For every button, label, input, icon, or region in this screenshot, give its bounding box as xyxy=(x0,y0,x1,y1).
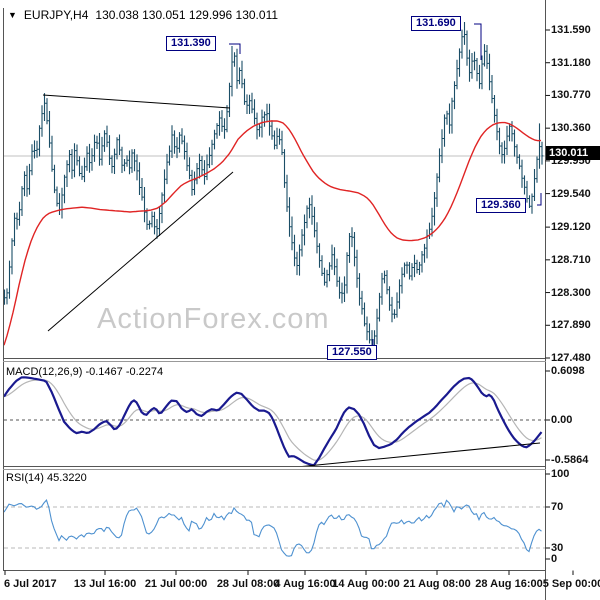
macd-axis-label: -0.5864 xyxy=(551,454,589,466)
date-axis-label: 5 Sep 00:00 xyxy=(542,578,600,590)
trendline[interactable] xyxy=(47,171,234,332)
rsi-axis-label: 100 xyxy=(551,468,570,480)
annotation-connector xyxy=(229,43,241,54)
macd-indicator-label: MACD(12,26,9) -0.1467 -0.2274 xyxy=(6,366,164,378)
price-axis-label: 127.890 xyxy=(551,319,591,332)
watermark: ActionForex.com xyxy=(97,303,330,335)
date-axis-label: 13 Jul 16:00 xyxy=(73,578,137,590)
annotation-connector xyxy=(474,23,482,60)
macd-trendline[interactable] xyxy=(297,442,541,467)
rsi-axis-label: 70 xyxy=(551,501,564,513)
price-axis-label: 131.590 xyxy=(551,24,591,36)
price-axis-label: 128.300 xyxy=(551,286,591,299)
candlesticks[interactable] xyxy=(4,22,543,360)
candle-ticks xyxy=(4,34,544,351)
symbol-dropdown-icon[interactable]: ▼ xyxy=(8,10,17,20)
date-axis-label: 4 Aug 16:00 xyxy=(274,578,336,590)
price-axis-label: 129.540 xyxy=(551,187,591,200)
rsi-axis-label: 30 xyxy=(551,542,564,554)
price-axis-label: 130.770 xyxy=(551,89,591,102)
price-axis-label: 131.180 xyxy=(551,56,591,69)
rsi-line[interactable] xyxy=(4,499,542,557)
price-axis-label: 128.710 xyxy=(551,253,591,266)
date-axis-label: 28 Jul 08:00 xyxy=(216,578,280,590)
macd-axis-label: 0.6098 xyxy=(551,365,585,377)
price-annotation: 127.550 xyxy=(327,345,377,360)
price-annotation: 131.690 xyxy=(411,16,461,31)
rsi-axis-label: 0 xyxy=(551,553,558,565)
symbol-timeframe-label: EURJPY,H4 xyxy=(23,8,89,22)
moving-average-line[interactable] xyxy=(4,120,542,346)
ohlc-quote-label: 130.038 130.051 129.996 130.011 xyxy=(95,8,279,22)
price-axis-label: 129.120 xyxy=(551,221,591,234)
date-axis-label: 21 Aug 08:00 xyxy=(403,578,471,590)
annotation-connector xyxy=(537,193,542,206)
price-axis-label: 130.360 xyxy=(551,122,591,135)
date-axis-label: 6 Jul 2017 xyxy=(4,578,57,590)
macd-axis-label: 0.00 xyxy=(551,414,573,426)
trendline[interactable] xyxy=(42,94,231,109)
date-axis-label: 28 Aug 16:00 xyxy=(475,578,543,590)
rsi-indicator-label: RSI(14) 45.3220 xyxy=(6,472,87,484)
macd-main-line[interactable] xyxy=(4,376,543,466)
current-price-tag: 130.011 xyxy=(546,146,600,160)
chart-title: ▼ EURJPY,H4 130.038 130.051 129.996 130.… xyxy=(8,8,278,22)
date-axis-label: 14 Aug 00:00 xyxy=(332,578,400,590)
price-annotation: 129.360 xyxy=(476,198,526,213)
price-annotation: 131.390 xyxy=(166,36,216,51)
date-axis-label: 21 Jul 00:00 xyxy=(144,578,208,590)
price-axis-label: 127.480 xyxy=(551,351,591,364)
